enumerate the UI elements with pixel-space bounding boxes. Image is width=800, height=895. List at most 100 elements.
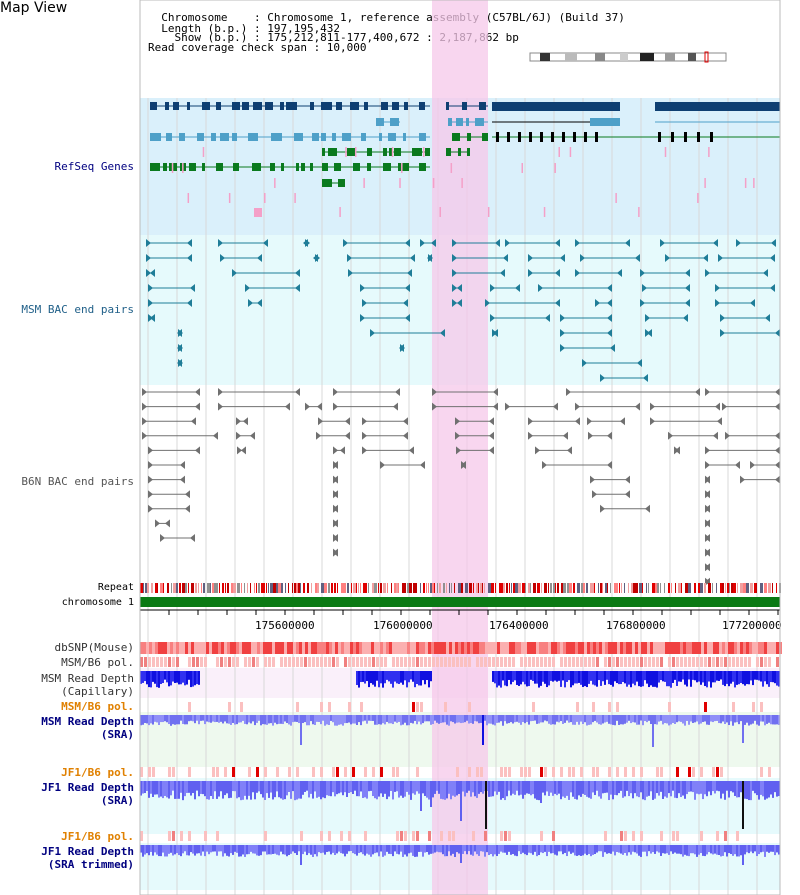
gene-exon (253, 102, 262, 110)
jf1-depth-sra-track[interactable] (140, 781, 780, 829)
bac-end-marker (587, 417, 592, 426)
gene-exon (270, 163, 275, 171)
repeat-track[interactable] (140, 583, 781, 593)
track-label-msm-depth-cap[interactable]: MSM Read Depth (41, 672, 134, 685)
gene-exon (347, 148, 355, 156)
bac-end-marker (705, 519, 710, 528)
bac-end-marker (770, 284, 775, 292)
track-label-msm-bac[interactable]: MSM BAC end pairs (21, 303, 134, 316)
msm-depth-capillary-track[interactable] (140, 671, 780, 688)
bac-end-marker (528, 417, 533, 426)
bac-end-marker (495, 239, 500, 247)
axis-tick-label: 176000000 (373, 619, 433, 632)
bac-end-marker (295, 269, 300, 277)
bac-end-marker (420, 239, 425, 247)
bac-end-marker (713, 239, 718, 247)
bac-end-marker (236, 431, 241, 440)
bac-end-marker (645, 314, 650, 322)
bac-end-marker (560, 329, 565, 337)
gene-exon (321, 133, 326, 141)
bac-end-marker (703, 254, 708, 262)
msm-bac-end-pairs[interactable] (146, 239, 780, 382)
gene-exon (492, 102, 620, 111)
msm-b6-pol-track-2[interactable] (188, 702, 763, 712)
bac-end-marker (250, 431, 255, 440)
msm-depth-sra-track[interactable] (140, 715, 780, 747)
bac-end-marker (452, 299, 457, 307)
track-label-msm-b6-pol-2[interactable]: MSM/B6 pol. (61, 700, 134, 713)
jf1-depth-trimmed-track[interactable] (140, 845, 780, 865)
gene-exon (150, 163, 160, 171)
track-label-jf1-depth-sra[interactable]: JF1 Read Depth (41, 781, 134, 794)
bac-end-marker (725, 431, 730, 440)
gene-exon (404, 102, 408, 110)
bac-end-marker (457, 284, 462, 292)
bac-end-marker (566, 388, 571, 396)
bac-end-marker (191, 417, 196, 426)
bac-end-marker (668, 431, 673, 440)
gene-exon (479, 102, 486, 110)
track-label-repeat[interactable]: Repeat (97, 582, 134, 593)
refseq-genes[interactable] (150, 102, 780, 217)
bac-end-marker (452, 254, 457, 262)
b6n-bac-end-pairs[interactable] (142, 388, 780, 586)
bac-end-marker (362, 417, 367, 426)
track-label-dbsnp[interactable]: dbSNP(Mouse) (54, 641, 134, 654)
gene-exon (419, 133, 426, 141)
gene-exon (383, 148, 387, 156)
depth-spike (300, 715, 302, 745)
dbsnp-track[interactable] (140, 642, 782, 654)
bac-end-marker (485, 299, 490, 307)
depth-spike (460, 781, 462, 821)
jf1-b6-pol-track[interactable] (140, 767, 771, 777)
gene-exon (467, 148, 470, 156)
chromosome-ideogram[interactable] (529, 51, 727, 63)
bac-end-marker (563, 431, 568, 440)
gene-exon (381, 102, 388, 110)
bac-end-marker (555, 269, 560, 277)
bac-end-marker (403, 431, 408, 440)
msm-b6-pol-track[interactable] (140, 657, 779, 667)
gene-exon (322, 163, 328, 171)
bac-end-marker (333, 490, 338, 499)
position-axis: 175600000 176000000 176400000 176800000 … (139, 609, 782, 632)
bac-end-marker (705, 504, 710, 513)
track-label-jf1-b6-pol[interactable]: JF1/B6 pol. (61, 766, 134, 779)
bac-end-marker (347, 254, 352, 262)
track-label-msm-depth-sra[interactable]: MSM Read Depth (41, 715, 134, 728)
depth-spike (460, 845, 462, 863)
bac-end-marker (257, 254, 262, 262)
track-label-b6n-bac[interactable]: B6N BAC end pairs (21, 475, 134, 488)
jf1-b6-pol-track-2[interactable] (140, 831, 739, 841)
gene-exon (265, 102, 273, 110)
bac-end-marker (333, 402, 338, 411)
gene-exon (220, 133, 229, 141)
bac-end-marker (236, 417, 241, 426)
track-label-refseq[interactable]: RefSeq Genes (54, 160, 134, 173)
gene-exon (322, 148, 325, 156)
gene-exon (452, 133, 460, 141)
track-label-jf1-depth-trim[interactable]: JF1 Read Depth (41, 845, 134, 858)
bac-end-marker (720, 314, 725, 322)
track-label-msm-depth-cap-sub: (Capillary) (61, 685, 134, 698)
gene-exon (446, 102, 449, 110)
track-label-msm-b6-pol[interactable]: MSM/B6 pol. (61, 656, 134, 669)
bac-end-marker (148, 284, 153, 292)
gene-exon (425, 148, 430, 156)
bac-end-marker (607, 284, 612, 292)
bac-end-marker (560, 254, 565, 262)
bac-end-marker (333, 461, 338, 469)
gene-exon (281, 163, 284, 171)
track-label-jf1-b6-pol-2[interactable]: JF1/B6 pol. (61, 830, 134, 843)
bac-end-marker (553, 402, 558, 411)
bac-end-marker (705, 475, 710, 484)
bac-end-marker (735, 461, 740, 469)
chromosome-bar[interactable] (140, 597, 780, 607)
bac-end-marker (177, 329, 182, 337)
gene-exon (280, 102, 284, 110)
track-label-chromosome[interactable]: chromosome 1 (61, 597, 134, 608)
bac-end-marker (333, 475, 338, 484)
bac-end-marker (592, 490, 597, 499)
gene-exon (321, 102, 332, 110)
